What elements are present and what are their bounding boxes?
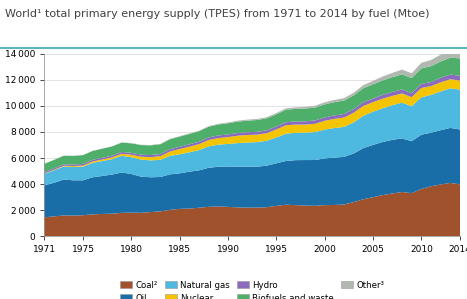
Text: World¹ total primary energy supply (TPES) from 1971 to 2014 by fuel (Mtoe): World¹ total primary energy supply (TPES… bbox=[5, 9, 429, 19]
Legend: Coal², Oil, Natural gas, Nuclear, Hydro, Biofuels and waste, Other³: Coal², Oil, Natural gas, Nuclear, Hydro,… bbox=[120, 281, 384, 299]
